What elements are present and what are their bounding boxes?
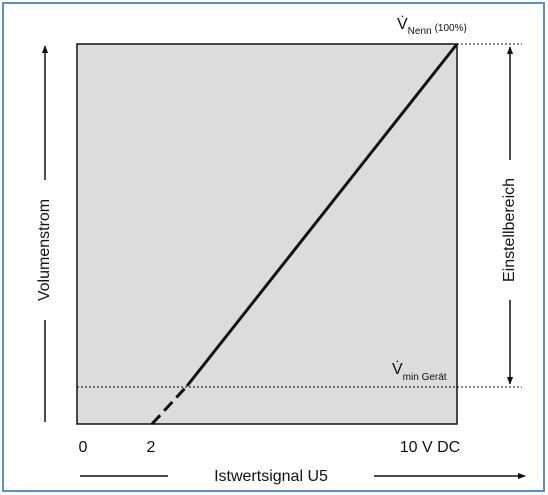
x-label: 10 V DC xyxy=(400,439,460,456)
range-label: Einstellbereich xyxy=(501,178,518,282)
plot-area xyxy=(76,43,458,425)
curve xyxy=(185,43,459,387)
top-label: V̇Nenn (100%) xyxy=(397,15,467,37)
x-label: 2 xyxy=(147,439,156,456)
x-axis-label: Istwertsignal U5 xyxy=(214,468,328,485)
bottom-label: V̇min Gerät xyxy=(392,360,447,383)
y-axis-label: Volumenstrom xyxy=(36,199,53,301)
range-label-bg xyxy=(498,160,522,300)
curve-dashed xyxy=(150,384,189,426)
y-label-bg xyxy=(33,180,57,320)
x-label: 0 xyxy=(79,439,88,456)
x-label-bg xyxy=(168,464,374,488)
